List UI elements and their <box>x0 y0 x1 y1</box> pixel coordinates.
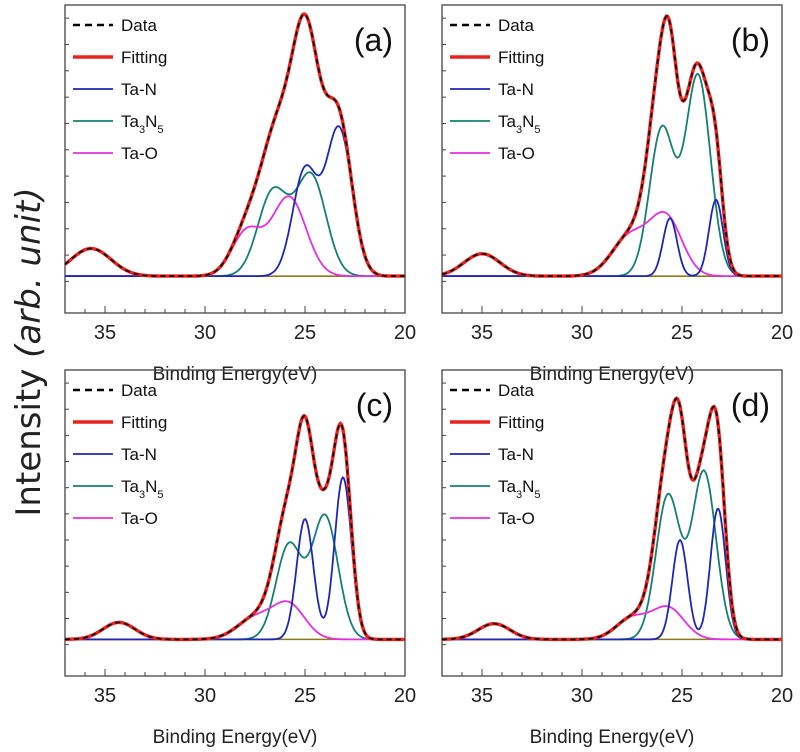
plot-frame <box>64 4 406 314</box>
x-tick-label: 20 <box>771 685 793 707</box>
x-axis-label: Binding Energy(eV) <box>530 727 695 748</box>
y-axis-label-main: Intensity <box>9 358 49 517</box>
series-fitting-line <box>65 413 405 642</box>
legend-label-ta3n5: Ta3N5 <box>121 112 164 136</box>
chart-panel-2: 35 30 25 20 Binding Energy(eV) (b) Data Fitting… <box>441 4 793 385</box>
series-fitting-line <box>442 396 782 642</box>
x-tick-label: 30 <box>571 322 593 344</box>
legend-label-ta_n: Ta-N <box>121 445 157 464</box>
plot-frame <box>441 4 783 314</box>
panel-label: (b) <box>731 22 770 58</box>
x-tick-label: 30 <box>571 685 593 707</box>
chart-panel-4: 35 30 25 20 Binding Energy(eV) (d) Data Fitting… <box>441 369 793 748</box>
series-data-line <box>442 15 782 277</box>
x-axis-label: Binding Energy(eV) <box>153 364 318 385</box>
legend-label-ta_o: Ta-O <box>498 144 535 163</box>
x-tick-label: 35 <box>471 685 493 707</box>
legend-label-ta_o: Ta-O <box>121 509 158 528</box>
legend-label-data: Data <box>121 16 157 35</box>
legend-label-ta_o: Ta-O <box>498 509 535 528</box>
legend-label-ta_n: Ta-N <box>498 80 534 99</box>
series-ta-o-line <box>65 600 405 641</box>
x-axis-label: Binding Energy(eV) <box>530 364 695 385</box>
y-axis-label: Intensity (arb. unit) <box>9 187 49 516</box>
plot-frame <box>64 369 406 677</box>
x-tick-label: 35 <box>471 322 493 344</box>
panel-label: (c) <box>356 387 393 423</box>
y-axis-label-unit: (arb. unit) <box>9 187 49 357</box>
legend: Data Fitting Ta-N Ta3N5 Ta-O <box>450 381 544 528</box>
chart-panel-3: 35 30 25 20 Binding Energy(eV) (c) Data Fitting… <box>64 369 416 748</box>
series-data-line <box>65 13 405 277</box>
panel-label: (d) <box>731 387 770 423</box>
series-ta3n5-line <box>442 73 782 277</box>
legend: Data Fitting Ta-N Ta3N5 Ta-O <box>73 381 167 528</box>
legend-label-fitting: Fitting <box>121 48 167 67</box>
series-data-line <box>65 414 405 641</box>
legend: Data Fitting Ta-N Ta3N5 Ta-O <box>450 16 544 163</box>
legend-label-ta3n5: Ta3N5 <box>498 112 541 136</box>
panel-label: (a) <box>354 22 393 58</box>
x-tick-label: 20 <box>394 685 416 707</box>
x-tick-label: 30 <box>194 685 216 707</box>
x-tick-label: 30 <box>194 322 216 344</box>
legend-label-ta_n: Ta-N <box>498 445 534 464</box>
legend-label-ta_o: Ta-O <box>121 144 158 163</box>
legend-label-fitting: Fitting <box>498 48 544 67</box>
x-tick-label: 20 <box>771 322 793 344</box>
legend-label-fitting: Fitting <box>498 413 544 432</box>
legend-label-data: Data <box>121 381 157 400</box>
legend-label-ta3n5: Ta3N5 <box>498 477 541 501</box>
series-ta-n-line <box>442 507 782 641</box>
x-tick-label: 35 <box>94 322 116 344</box>
chart-panel-1: 35 30 25 20 Binding Energy(eV) (a) Data Fitting… <box>64 4 416 385</box>
x-axis-label: Binding Energy(eV) <box>153 727 318 748</box>
legend: Data Fitting Ta-N Ta3N5 Ta-O <box>73 16 167 163</box>
series-ta-n-line <box>442 198 782 277</box>
legend-label-data: Data <box>498 381 534 400</box>
series-data-line <box>442 397 782 641</box>
x-tick-label: 20 <box>394 322 416 344</box>
x-tick-label: 25 <box>294 322 316 344</box>
x-tick-label: 25 <box>671 685 693 707</box>
legend-label-fitting: Fitting <box>121 413 167 432</box>
legend-label-data: Data <box>498 16 534 35</box>
x-tick-label: 25 <box>671 322 693 344</box>
legend-label-ta3n5: Ta3N5 <box>121 477 164 501</box>
plot-frame <box>441 369 783 677</box>
x-tick-label: 35 <box>94 685 116 707</box>
legend-label-ta_n: Ta-N <box>121 80 157 99</box>
x-tick-label: 25 <box>294 685 316 707</box>
series-ta-n-line <box>65 476 405 641</box>
